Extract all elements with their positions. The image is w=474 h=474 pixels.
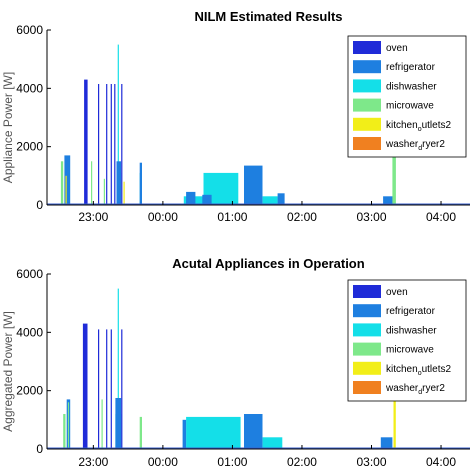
x-tick-label: 03:00 bbox=[356, 455, 386, 469]
x-tick-label: 02:00 bbox=[287, 455, 317, 469]
legend-swatch-washer_dryer2 bbox=[353, 137, 381, 150]
legend-swatch-refrigerator bbox=[353, 304, 381, 318]
chart-title: NILM Estimated Results bbox=[194, 9, 342, 24]
legend-label-washer_dryer2: washerdryer2 bbox=[385, 383, 445, 396]
legend-label-oven: oven bbox=[386, 43, 408, 54]
x-tick-label: 00:00 bbox=[148, 210, 178, 224]
bar-refrigerator bbox=[202, 194, 212, 205]
legend-box bbox=[347, 35, 467, 158]
legend-label-dishwasher: dishwasher bbox=[386, 81, 437, 92]
bar-microwave bbox=[392, 154, 396, 205]
legend-label-refrigerator: refrigerator bbox=[386, 62, 436, 73]
chart-panel-2: Acutal Appliances in Operation Aggregated… bbox=[1, 256, 470, 469]
bar-microwave bbox=[67, 402, 70, 449]
bar-refrigerator bbox=[139, 162, 142, 205]
bar-kitchen_outlets2 bbox=[123, 181, 125, 205]
y-tick-label: 2000 bbox=[16, 140, 43, 154]
x-tick-label: 00:00 bbox=[148, 455, 178, 469]
legend-label-washer_dryer2: washerdryer2 bbox=[385, 139, 445, 152]
x-tick-label: 23:00 bbox=[78, 455, 108, 469]
bar-oven bbox=[110, 329, 112, 449]
x-tick-label: 04:00 bbox=[426, 455, 456, 469]
legend-swatch-oven bbox=[353, 41, 381, 54]
legend-swatch-dishwasher bbox=[353, 79, 381, 93]
chart-panel-1: NILM Estimated Results Appliance Power [W… bbox=[1, 9, 470, 224]
bar-kitchen_outlets2 bbox=[65, 175, 67, 205]
bar-oven bbox=[98, 329, 100, 449]
legend-swatch-dishwasher bbox=[353, 323, 381, 337]
bar-refrigerator bbox=[182, 419, 187, 449]
y-tick-label: 2000 bbox=[16, 384, 43, 398]
bar-kitchen_outlets2 bbox=[393, 399, 396, 449]
bar-dishwasher bbox=[262, 437, 283, 449]
x-tick-label: 01:00 bbox=[217, 455, 247, 469]
bar-oven bbox=[84, 79, 88, 205]
bar-refrigerator bbox=[116, 161, 122, 206]
y-tick-label: 0 bbox=[36, 442, 43, 456]
bar-microwave bbox=[60, 161, 64, 206]
bar-oven bbox=[82, 323, 88, 449]
legend-label-dishwasher: dishwasher bbox=[386, 325, 437, 336]
x-tick-label: 01:00 bbox=[217, 210, 247, 224]
y-axis-label: Appliance Power [W] bbox=[1, 72, 15, 183]
bar-microwave bbox=[101, 399, 103, 449]
bar-microwave bbox=[103, 178, 105, 206]
legend: oven refrigerator dishwasher microwave kitch… bbox=[347, 279, 467, 402]
legend-swatch-microwave bbox=[353, 98, 381, 112]
legend-swatch-kitchen_outlets2 bbox=[353, 361, 381, 375]
legend-label-kitchen_outlets2: kitchenoutlets2 bbox=[386, 364, 451, 377]
bar-refrigerator bbox=[64, 155, 71, 205]
legend: oven refrigerator dishwasher microwave kitch… bbox=[347, 35, 467, 158]
bar-refrigerator bbox=[383, 196, 395, 206]
bar-microwave bbox=[139, 416, 142, 449]
bar-oven bbox=[110, 84, 112, 205]
x-tick-label: 03:00 bbox=[356, 210, 386, 224]
y-tick-label: 6000 bbox=[16, 23, 43, 37]
x-tick-label: 02:00 bbox=[287, 210, 317, 224]
bar-refrigerator bbox=[277, 193, 285, 205]
bar-oven bbox=[114, 84, 116, 205]
legend-label-microwave: microwave bbox=[386, 101, 434, 112]
legend-label-oven: oven bbox=[386, 287, 408, 298]
bar-refrigerator bbox=[244, 414, 263, 449]
bar-oven bbox=[106, 84, 108, 205]
legend-swatch-kitchen_outlets2 bbox=[353, 117, 381, 131]
legend-label-kitchen_outlets2: kitchenoutlets2 bbox=[386, 120, 451, 133]
y-axis-label: Aggregated Power [W] bbox=[1, 311, 15, 432]
bar-refrigerator bbox=[186, 191, 196, 205]
legend-box bbox=[347, 279, 467, 402]
legend-swatch-refrigerator bbox=[353, 60, 381, 74]
bar-dishwasher bbox=[186, 416, 241, 449]
legend-swatch-oven bbox=[353, 285, 381, 298]
bar-dishwasher bbox=[117, 288, 119, 449]
bar-oven bbox=[121, 84, 123, 205]
legend-label-refrigerator: refrigerator bbox=[386, 306, 436, 317]
chart-title: Acutal Appliances in Operation bbox=[172, 256, 364, 271]
bar-refrigerator bbox=[115, 398, 122, 449]
y-tick-label: 0 bbox=[36, 198, 43, 212]
bar-dishwasher bbox=[117, 44, 119, 205]
x-tick-label: 23:00 bbox=[78, 210, 108, 224]
bar-refrigerator bbox=[244, 165, 263, 205]
y-tick-label: 6000 bbox=[16, 267, 43, 281]
bar-oven bbox=[121, 329, 123, 449]
legend-label-microwave: microwave bbox=[386, 345, 434, 356]
legend-swatch-washer_dryer2 bbox=[353, 381, 381, 394]
x-tick-label: 04:00 bbox=[426, 210, 456, 224]
y-tick-label: 4000 bbox=[16, 81, 43, 95]
legend-swatch-microwave bbox=[353, 342, 381, 356]
bar-refrigerator bbox=[380, 437, 393, 449]
y-tick-label: 4000 bbox=[16, 325, 43, 339]
bar-oven bbox=[98, 84, 100, 205]
bar-microwave bbox=[91, 161, 93, 206]
bar-microwave bbox=[63, 414, 66, 449]
bar-dishwasher bbox=[262, 196, 278, 206]
bar-oven bbox=[106, 329, 108, 449]
